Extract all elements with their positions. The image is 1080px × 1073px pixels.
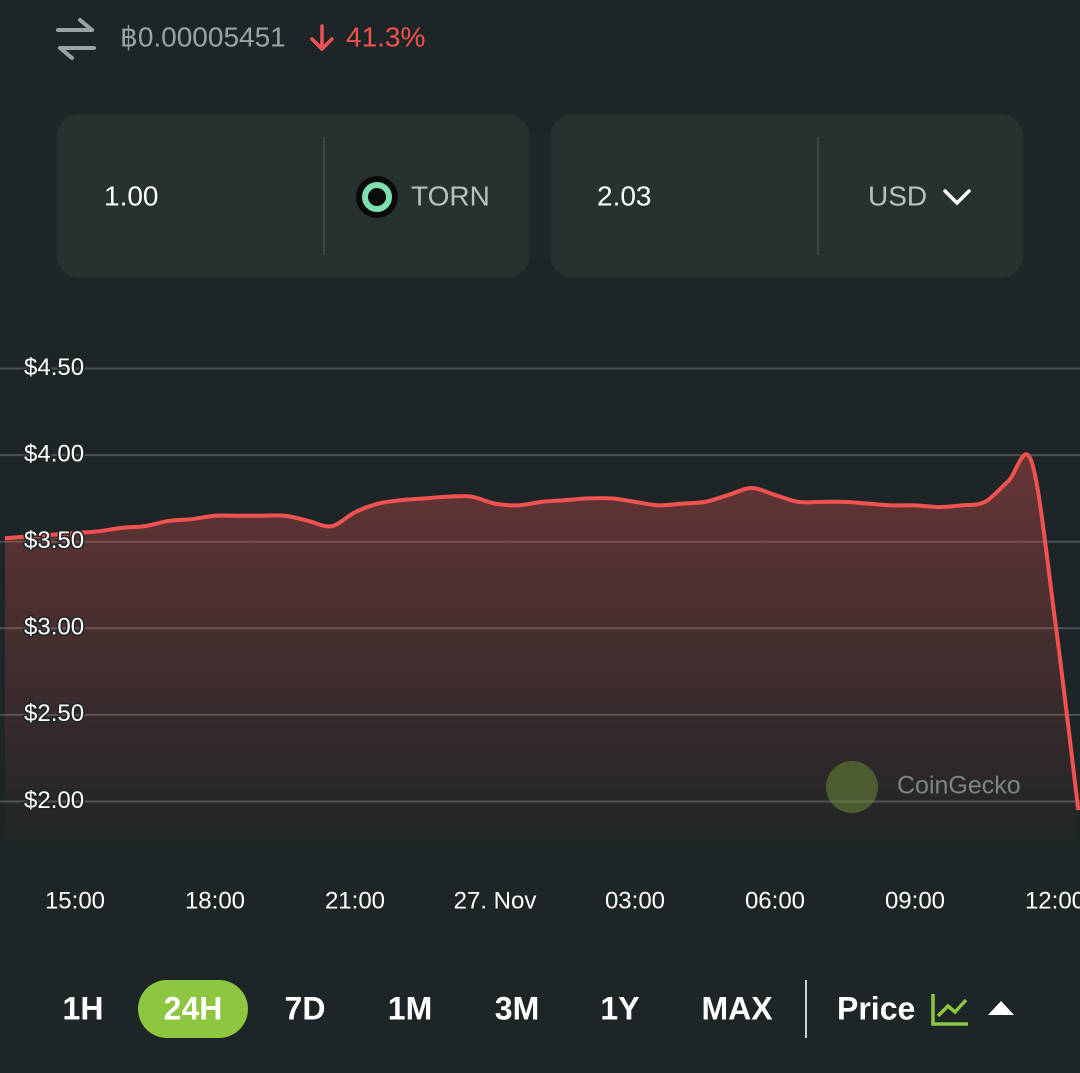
- y-tick-label: $4.50: [24, 354, 84, 381]
- range-button[interactable]: 1Y: [600, 990, 639, 1026]
- range-button[interactable]: 1H: [63, 990, 104, 1026]
- range-button[interactable]: 3M: [495, 990, 539, 1026]
- x-tick-label: 03:00: [605, 887, 665, 914]
- range-pill[interactable]: [138, 980, 248, 1038]
- x-tick-label: 15:00: [45, 887, 105, 914]
- swap-arrow-top: [56, 18, 94, 32]
- from-card[interactable]: [57, 114, 529, 278]
- from-currency: TORN: [411, 180, 490, 211]
- chart-icon[interactable]: [931, 994, 968, 1026]
- range-button[interactable]: 7D: [285, 990, 326, 1026]
- range-bar: 1H 24H 7D 1M 3M 1Y MAX: [63, 980, 773, 1038]
- torn-logo-ring: [362, 182, 392, 212]
- to-currency[interactable]: USD: [868, 180, 927, 211]
- x-tick-label: 18:00: [185, 887, 245, 914]
- chevron-down[interactable]: [943, 189, 971, 206]
- y-tick-label: $2.00: [24, 787, 84, 814]
- x-tick-label: 09:00: [885, 887, 945, 914]
- x-tick-label: 12:00: [1025, 887, 1080, 914]
- metric-label[interactable]: Price: [837, 990, 915, 1026]
- coingecko-logo: [826, 761, 878, 813]
- x-tick-label: 06:00: [745, 887, 805, 914]
- swap-icon[interactable]: [56, 18, 96, 60]
- watermark: CoinGecko: [897, 772, 1021, 800]
- collapse-triangle[interactable]: [988, 1001, 1014, 1015]
- y-tick-label: $3.50: [24, 527, 84, 554]
- range-button[interactable]: MAX: [701, 990, 773, 1026]
- price-change: 41.3%: [346, 21, 425, 52]
- btc-price: ฿0.00005451: [120, 21, 286, 52]
- from-amount[interactable]: 1.00: [104, 180, 159, 211]
- chart-icon-axes: [931, 994, 968, 1026]
- x-tick-label: 27. Nov: [454, 887, 537, 914]
- down-arrow: [310, 24, 334, 52]
- to-amount[interactable]: 2.03: [597, 180, 652, 211]
- range-button[interactable]: 1M: [388, 990, 432, 1026]
- x-tick-label: 21:00: [325, 887, 385, 914]
- price-area: [5, 454, 1079, 850]
- y-tick-label: $3.00: [24, 614, 84, 641]
- swap-arrow-bottom: [58, 46, 96, 60]
- range-button[interactable]: 24H: [164, 990, 223, 1026]
- chart-icon-line: [936, 998, 968, 1018]
- price-line: [4, 452, 1080, 811]
- y-tick-label: $4.00: [24, 440, 84, 467]
- to-card[interactable]: [551, 114, 1023, 278]
- price-chart: $2.00 $2.50 $3.00 $3.50 $4.00 $4.50 15:00 18:00…: [0, 352, 1080, 914]
- y-tick-label: $2.50: [24, 700, 84, 727]
